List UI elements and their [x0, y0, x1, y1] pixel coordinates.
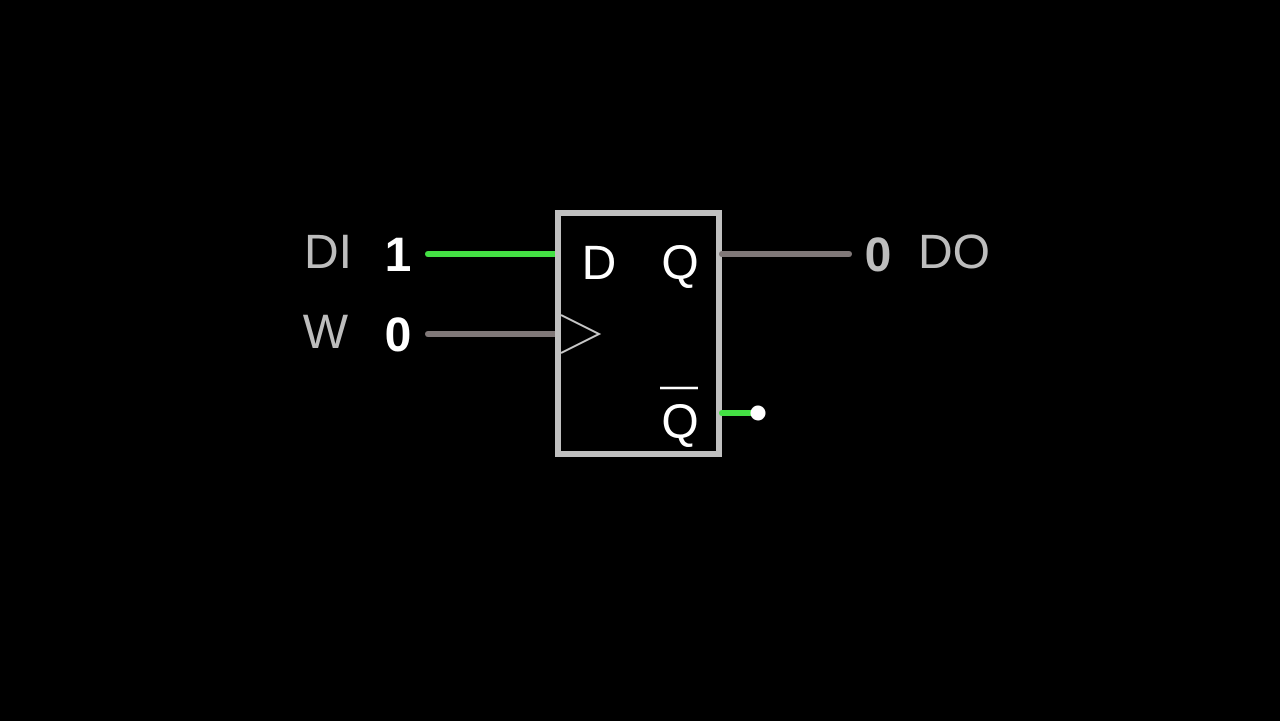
pin-qbar-label: Q — [661, 396, 698, 449]
clock-input-icon — [560, 314, 602, 354]
input-w-label: W — [303, 306, 349, 359]
output-do-value: 0 — [865, 229, 892, 282]
output-do-label: DO — [918, 226, 990, 279]
input-di-label: DI — [304, 226, 352, 279]
pin-d-label: D — [582, 237, 617, 290]
output-qbar-endpoint[interactable] — [750, 405, 766, 421]
pin-q-label: Q — [661, 237, 698, 290]
input-di-value[interactable]: 1 — [385, 229, 412, 282]
input-w-value[interactable]: 0 — [385, 309, 412, 362]
flip-flop-body — [555, 210, 722, 457]
